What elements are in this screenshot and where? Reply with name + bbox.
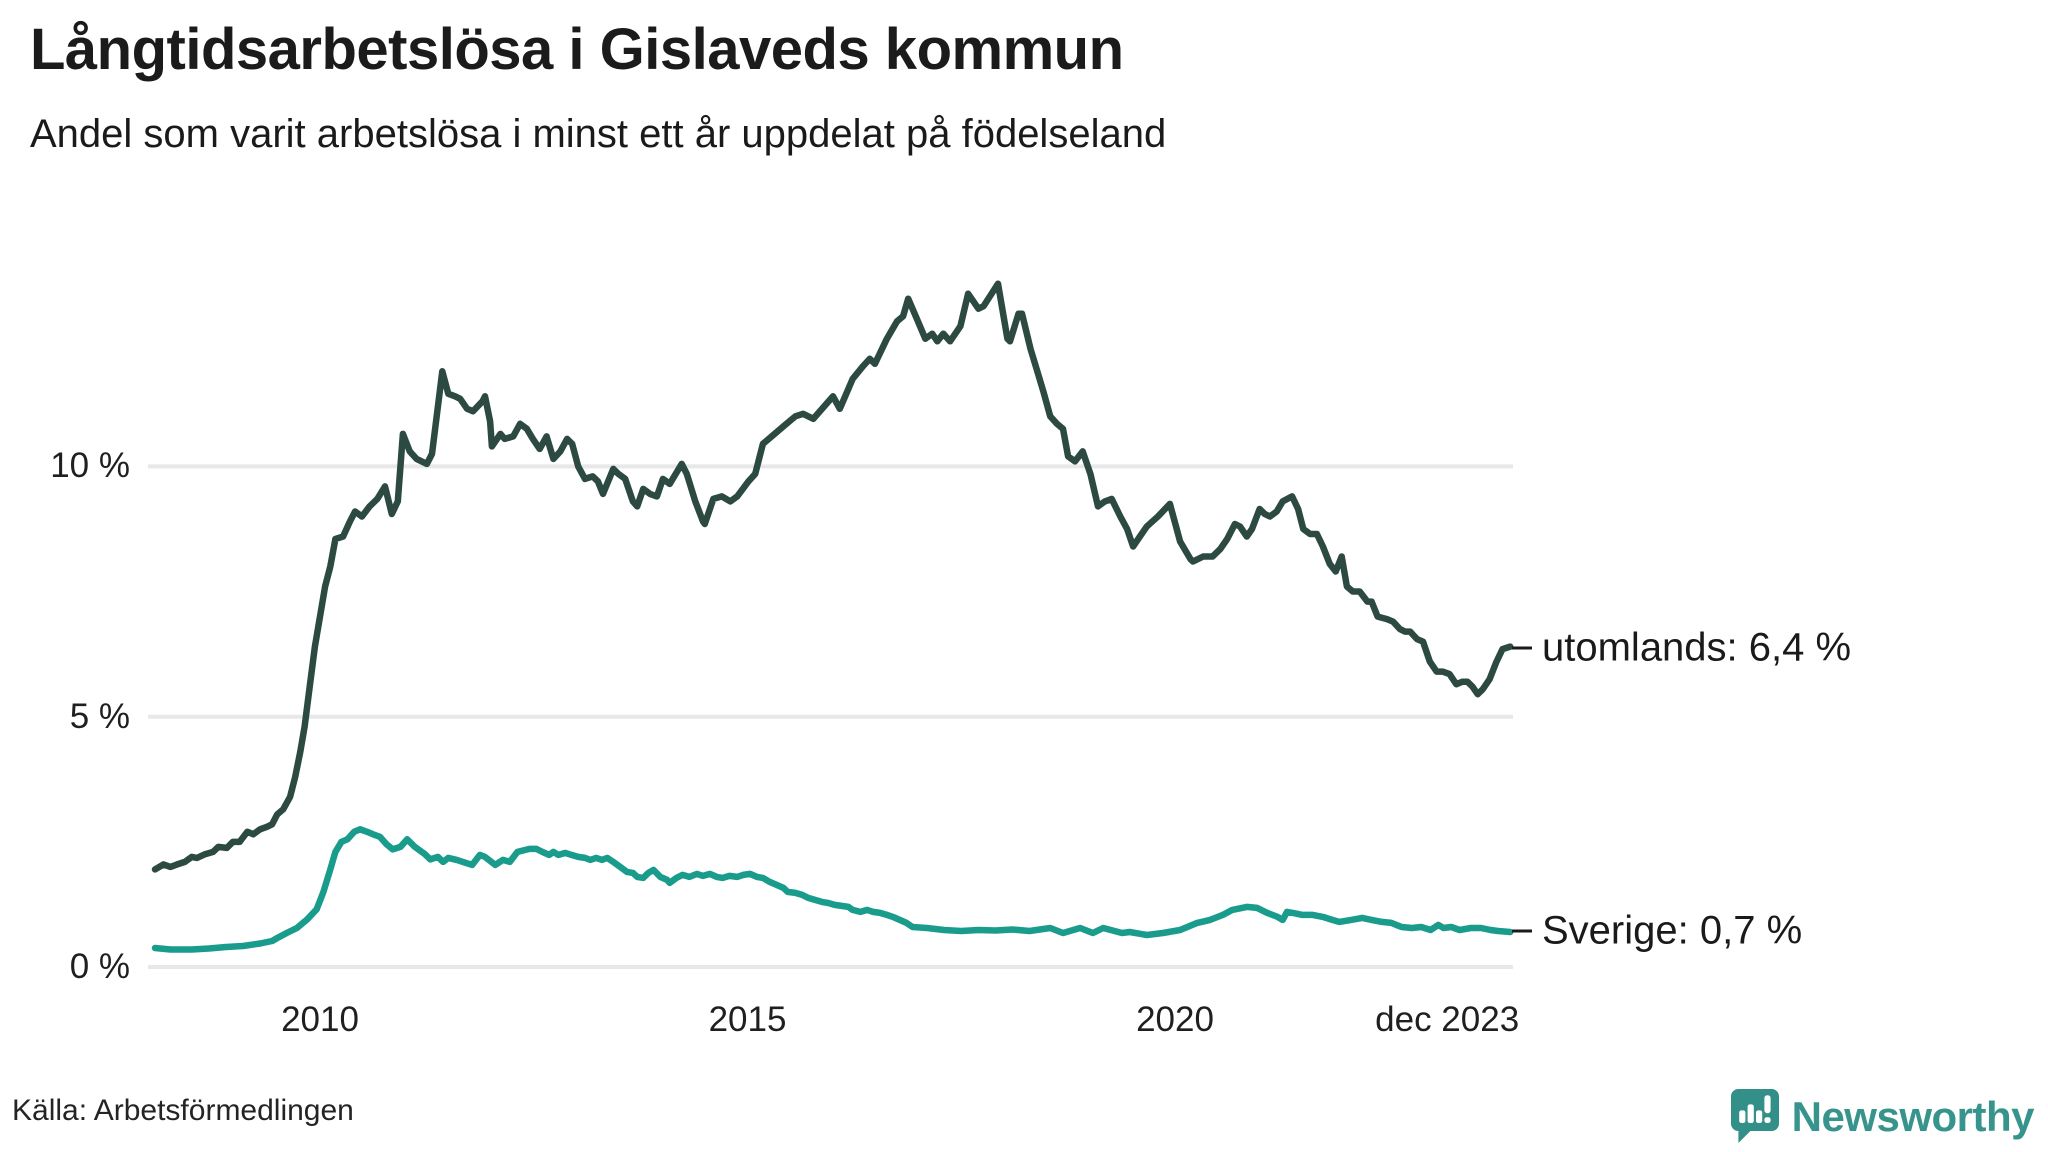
series-label-sverige: Sverige: 0,7 % <box>1512 909 1802 954</box>
x-tick-2015: 2015 <box>708 1000 787 1039</box>
y-tick-5: 5 % <box>69 696 130 736</box>
gridlines <box>148 464 1513 969</box>
label-tick-utomlands <box>1512 646 1532 650</box>
series-label-utomlands: utomlands: 6,4 % <box>1512 626 1851 671</box>
series-label-utomlands-text: utomlands: 6,4 % <box>1542 625 1852 670</box>
newsworthy-logo[interactable]: Newsworthy <box>1730 1088 2035 1146</box>
source-credit: Källa: Arbetsförmedlingen <box>12 1094 354 1127</box>
x-tick-dec-2023: dec 2023 <box>1375 1000 1520 1039</box>
chart-subtitle: Andel som varit arbetslösa i minst ett å… <box>30 112 1167 156</box>
newsworthy-icon <box>1730 1089 1779 1143</box>
label-tick-sverige <box>1512 929 1532 933</box>
x-tick-2020: 2020 <box>1136 1000 1214 1039</box>
newsworthy-wordmark: Newsworthy <box>1791 1093 2035 1140</box>
page-title: Långtidsarbetslösa i Gislaveds kommun <box>30 17 1124 82</box>
y-tick-0: 0 % <box>69 947 130 986</box>
y-tick-10: 10 % <box>50 446 130 486</box>
series-label-sverige-text: Sverige: 0,7 % <box>1542 908 1803 953</box>
data-lines <box>151 280 1514 953</box>
x-tick-2010: 2010 <box>281 1000 359 1039</box>
